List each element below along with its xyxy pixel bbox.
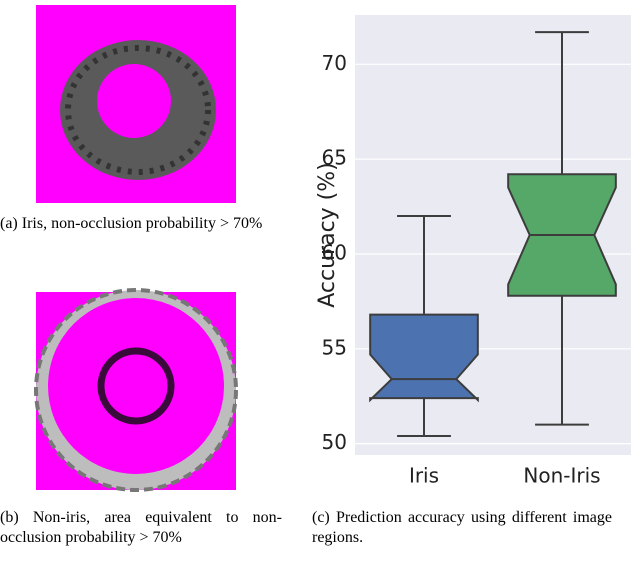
y-tick-label: 60 bbox=[322, 240, 347, 264]
x-tick-label: Iris bbox=[409, 464, 439, 488]
x-tick-label: Non-Iris bbox=[523, 464, 600, 488]
caption-c: (c) Prediction accuracy using different … bbox=[312, 509, 612, 546]
y-tick-label: 70 bbox=[322, 51, 347, 75]
iris-image bbox=[36, 5, 236, 203]
y-tick-label: 50 bbox=[322, 430, 347, 454]
caption-a: (a) Iris, non-occlusion probability > 70… bbox=[0, 215, 263, 232]
non-iris-image bbox=[34, 288, 238, 492]
box bbox=[369, 313, 479, 403]
box-chart: 50 55 60 65 70 Accuracy (%) Iris Non-Iris bbox=[315, 15, 631, 488]
y-tick-label: 65 bbox=[322, 146, 347, 170]
y-tick-label: 55 bbox=[322, 335, 347, 359]
caption-b: (b) Non-iris, area equivalent to non-occ… bbox=[0, 509, 282, 546]
y-axis-label: Accuracy (%) bbox=[315, 162, 340, 308]
